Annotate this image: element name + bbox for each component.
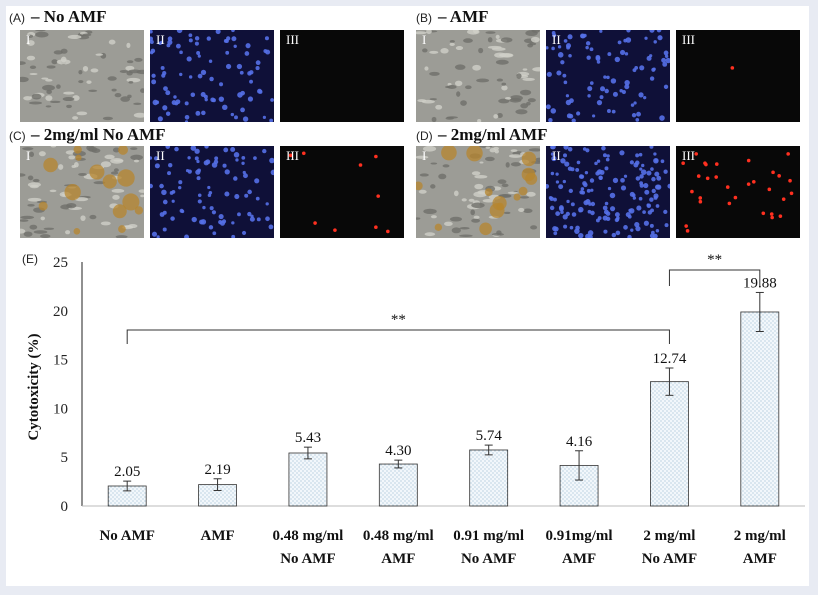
tile-numeral: II <box>156 32 165 47</box>
x-category-label: No AMF <box>642 551 697 567</box>
tile-numeral: III <box>682 32 695 47</box>
bar <box>288 452 328 507</box>
tile-numeral: I <box>26 148 31 163</box>
significance-bracket <box>126 329 670 344</box>
tile-numeral: I <box>26 32 31 47</box>
panel-a-title: – No AMF <box>31 7 107 26</box>
y-tick-label: 20 <box>53 304 68 320</box>
panel-d-nuclei-image: II <box>546 146 670 238</box>
panel-c-label: (C) <box>9 129 26 143</box>
panel-a-brightfield-image: I <box>20 30 144 122</box>
bar-value-label: 4.30 <box>385 443 411 459</box>
tile-numeral: I <box>422 32 427 47</box>
bar <box>740 311 780 507</box>
micrograph <box>280 30 404 122</box>
micrograph <box>150 30 274 122</box>
micrograph <box>20 30 144 122</box>
tile-numeral: II <box>552 148 561 163</box>
micrograph <box>20 146 144 238</box>
significance-label: ** <box>707 252 722 268</box>
x-category-label: No AMF <box>280 551 335 567</box>
bar <box>469 449 509 507</box>
panel-d-brightfield-image: I <box>416 146 540 238</box>
panel-a-dead-cell-image: III <box>280 30 404 122</box>
x-category-label: 0.48 mg/ml <box>363 528 434 544</box>
panel-c-brightfield-image: I <box>20 146 144 238</box>
bar-value-label: 12.74 <box>653 351 687 367</box>
tile-numeral: III <box>286 148 299 163</box>
panel-a-nuclei-image: II <box>150 30 274 122</box>
y-tick-label: 10 <box>53 401 68 417</box>
micrograph <box>280 146 404 238</box>
y-axis-title: Cytotoxicity (%) <box>26 333 42 440</box>
bar-value-label: 4.16 <box>566 434 593 450</box>
micrograph <box>416 30 540 122</box>
significance-label: ** <box>391 312 406 328</box>
panel-b-title: – AMF <box>438 7 489 26</box>
tile-numeral: II <box>156 148 165 163</box>
panel-d-title: – 2mg/ml AMF <box>438 125 548 144</box>
bar-value-label: 2.19 <box>204 462 230 478</box>
x-category-label: AMF <box>562 551 596 567</box>
panel-d-dead-cell-image: III <box>676 146 800 238</box>
x-category-label: 2 mg/ml <box>643 528 695 544</box>
bar <box>378 463 418 507</box>
micrograph <box>676 30 800 122</box>
tile-numeral: I <box>422 148 427 163</box>
x-category-label: 0.91 mg/ml <box>453 528 524 544</box>
x-category-label: No AMF <box>461 551 516 567</box>
panel-d-label: (D) <box>416 129 433 143</box>
tile-numeral: III <box>682 148 695 163</box>
panel-b-label: (B) <box>416 11 432 25</box>
x-category-label: No AMF <box>99 528 154 544</box>
y-tick-label: 5 <box>61 450 69 466</box>
x-category-label: 0.91mg/ml <box>546 528 613 544</box>
x-category-label: AMF <box>381 551 415 567</box>
x-category-label: AMF <box>743 551 777 567</box>
bar <box>650 381 689 507</box>
bar-value-label: 5.43 <box>295 430 321 446</box>
panel-b-nuclei-image: II <box>546 30 670 122</box>
significance-bracket <box>668 269 761 286</box>
micrograph <box>546 30 670 122</box>
micrograph <box>676 146 800 238</box>
panel-b-dead-cell-image: III <box>676 30 800 122</box>
panel-e-label: (E) <box>22 252 38 266</box>
panel-c-title: – 2mg/ml No AMF <box>31 125 166 144</box>
micrograph <box>150 146 274 238</box>
panel-b-brightfield-image: I <box>416 30 540 122</box>
micrograph <box>546 146 670 238</box>
y-tick-label: 0 <box>61 499 69 515</box>
x-category-label: 2 mg/ml <box>734 528 786 544</box>
micrograph <box>416 146 540 238</box>
bar-value-label: 2.05 <box>114 464 140 480</box>
tile-numeral: III <box>286 32 299 47</box>
panel-a-label: (A) <box>9 11 25 25</box>
panel-c-nuclei-image: II <box>150 146 274 238</box>
panel-c-dead-cell-image: III <box>280 146 404 238</box>
x-category-label: 0.48 mg/ml <box>273 528 344 544</box>
y-tick-label: 25 <box>53 255 68 271</box>
x-category-label: AMF <box>200 528 234 544</box>
bar-value-label: 5.74 <box>476 428 503 444</box>
y-tick-label: 15 <box>53 353 68 369</box>
tile-numeral: II <box>552 32 561 47</box>
